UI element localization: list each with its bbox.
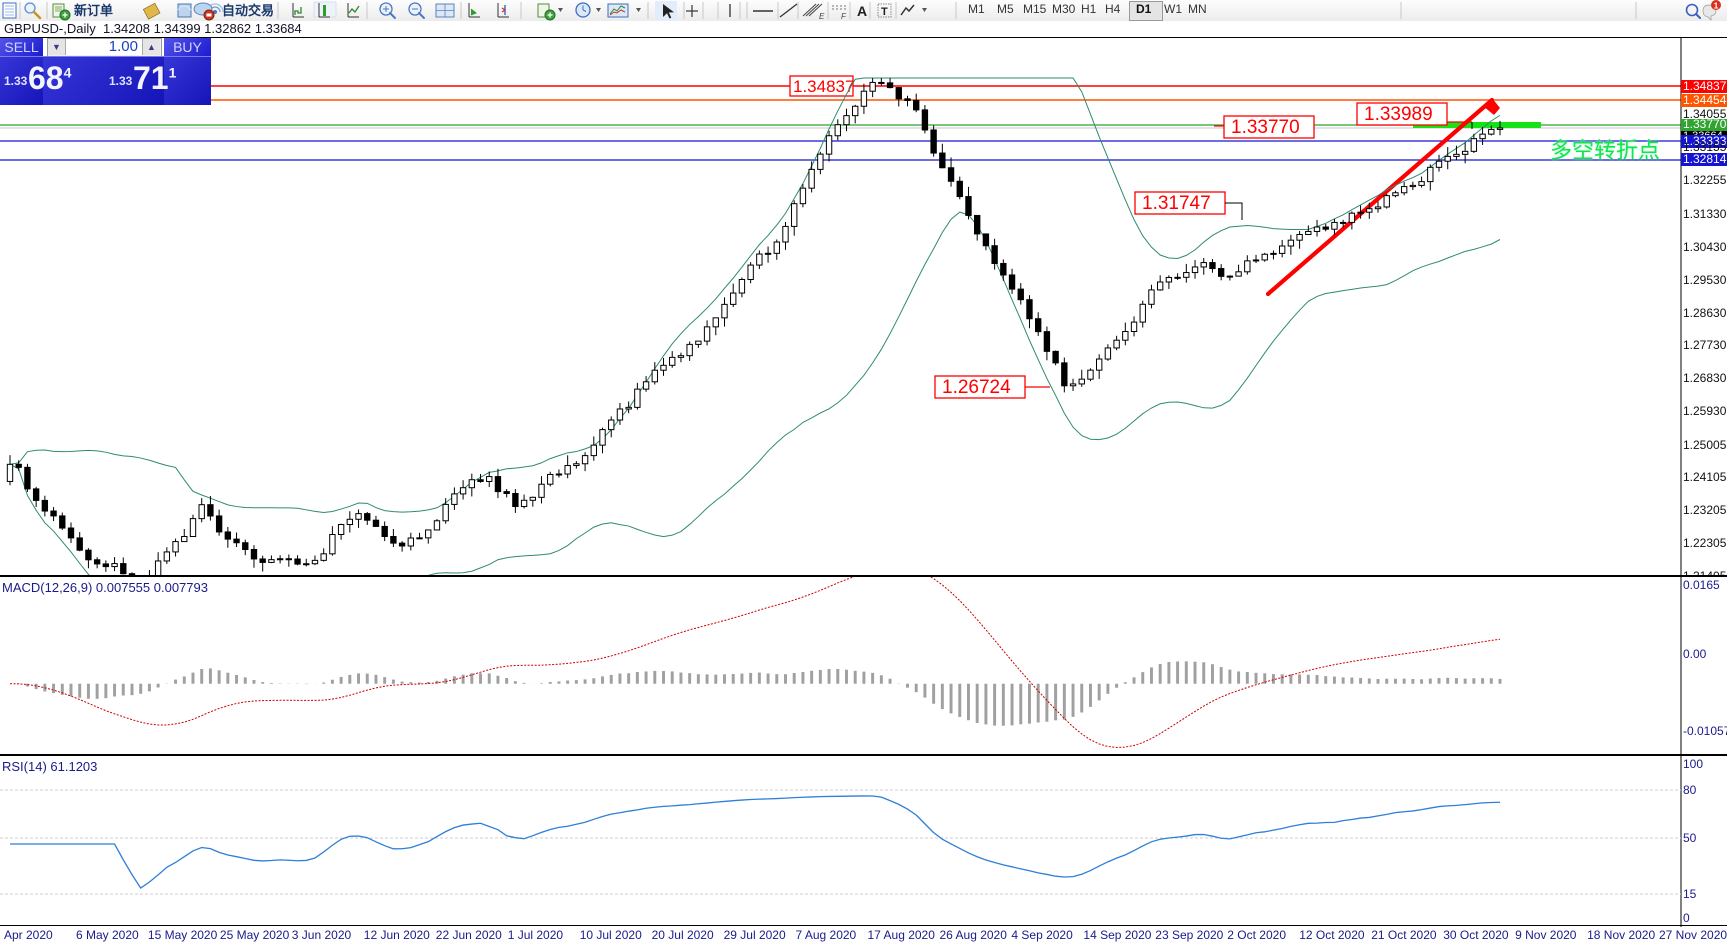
svg-text:1.32814: 1.32814 (1683, 152, 1727, 166)
svg-text:2 Oct 2020: 2 Oct 2020 (1227, 928, 1286, 942)
svg-text:1.28630: 1.28630 (1683, 306, 1727, 320)
svg-text:17 Aug 2020: 17 Aug 2020 (868, 928, 936, 942)
svg-text:1.31330: 1.31330 (1683, 207, 1727, 221)
svg-text:1.22305: 1.22305 (1683, 536, 1727, 550)
svg-text:80: 80 (1683, 783, 1697, 797)
svg-text:12 Jun 2020: 12 Jun 2020 (364, 928, 430, 942)
svg-text:1.32255: 1.32255 (1683, 173, 1727, 187)
svg-text:0.00: 0.00 (1683, 647, 1707, 661)
svg-text:1.25930: 1.25930 (1683, 404, 1727, 418)
svg-text:7 Aug 2020: 7 Aug 2020 (796, 928, 857, 942)
svg-text:6 May 2020: 6 May 2020 (76, 928, 139, 942)
svg-text:RSI(14) 61.1203: RSI(14) 61.1203 (2, 759, 97, 774)
svg-text:22 Jun 2020: 22 Jun 2020 (436, 928, 502, 942)
svg-text:1.29530: 1.29530 (1683, 273, 1727, 287)
svg-text:1: 1 (1714, 1, 1719, 11)
svg-text:30 Oct 2020: 30 Oct 2020 (1443, 928, 1509, 942)
svg-text:1.23205: 1.23205 (1683, 503, 1727, 517)
svg-text:1.27730: 1.27730 (1683, 338, 1727, 352)
svg-text:23 Sep 2020: 23 Sep 2020 (1155, 928, 1223, 942)
svg-text:20 Jul 2020: 20 Jul 2020 (652, 928, 714, 942)
svg-text:1.25005: 1.25005 (1683, 438, 1727, 452)
svg-text:15 May 2020: 15 May 2020 (148, 928, 218, 942)
svg-text:Apr 2020: Apr 2020 (4, 928, 53, 942)
svg-text:1.30430: 1.30430 (1683, 240, 1727, 254)
svg-text:100: 100 (1683, 757, 1703, 771)
svg-text:29 Jul 2020: 29 Jul 2020 (724, 928, 786, 942)
svg-text:1.24105: 1.24105 (1683, 470, 1727, 484)
svg-text:18 Nov 2020: 18 Nov 2020 (1587, 928, 1655, 942)
svg-text:9 Nov 2020: 9 Nov 2020 (1515, 928, 1577, 942)
svg-text:15: 15 (1683, 887, 1697, 901)
svg-text:50: 50 (1683, 831, 1697, 845)
svg-text:1 Jul 2020: 1 Jul 2020 (508, 928, 564, 942)
svg-text:-0.010571: -0.010571 (1683, 724, 1727, 738)
svg-text:1.31747: 1.31747 (1142, 193, 1211, 214)
svg-text:MACD(12,26,9) 0.007555 0.00779: MACD(12,26,9) 0.007555 0.007793 (2, 580, 208, 595)
svg-text:14 Sep 2020: 14 Sep 2020 (1083, 928, 1151, 942)
svg-text:3 Jun 2020: 3 Jun 2020 (292, 928, 352, 942)
svg-text:27 Nov 2020: 27 Nov 2020 (1659, 928, 1727, 942)
svg-text:26 Aug 2020: 26 Aug 2020 (940, 928, 1008, 942)
svg-text:10 Jul 2020: 10 Jul 2020 (580, 928, 642, 942)
svg-text:1.26724: 1.26724 (942, 377, 1011, 398)
svg-text:21 Oct 2020: 21 Oct 2020 (1371, 928, 1437, 942)
svg-text:4 Sep 2020: 4 Sep 2020 (1011, 928, 1073, 942)
svg-text:1.26830: 1.26830 (1683, 371, 1727, 385)
svg-text:25 May 2020: 25 May 2020 (220, 928, 290, 942)
svg-text:0: 0 (1683, 911, 1690, 925)
svg-text:12 Oct 2020: 12 Oct 2020 (1299, 928, 1365, 942)
svg-text:0.0165: 0.0165 (1683, 578, 1720, 592)
